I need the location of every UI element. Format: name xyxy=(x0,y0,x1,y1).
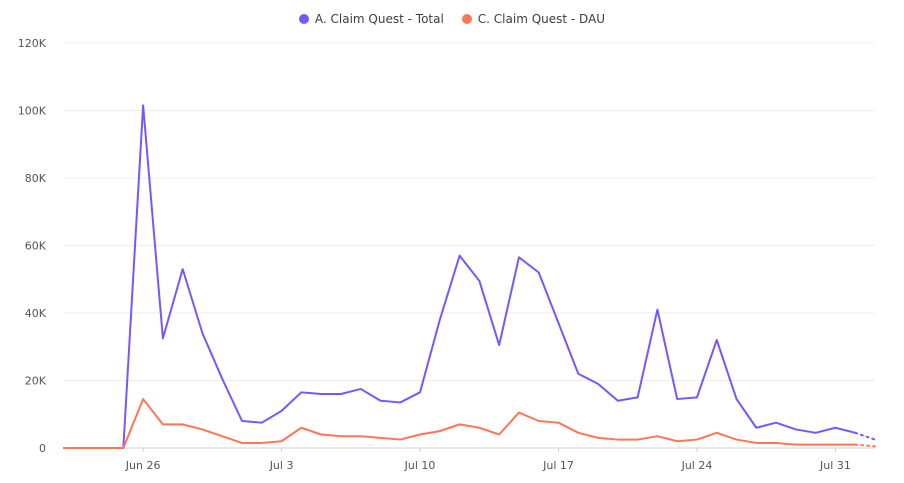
x-tick-label: Jul 17 xyxy=(542,459,574,472)
x-tick-label: Jul 24 xyxy=(681,459,713,472)
legend-label-dau: C. Claim Quest - DAU xyxy=(477,12,606,26)
x-tick-label: Jul 10 xyxy=(404,459,436,472)
series-line-0 xyxy=(63,104,857,449)
x-tick-label: Jul 31 xyxy=(819,459,851,472)
legend-item-total[interactable]: A. Claim Quest - Total xyxy=(298,12,444,26)
series-incomplete-segment-0 xyxy=(854,431,876,441)
y-tick-label: 100K xyxy=(18,105,47,118)
legend: A. Claim Quest - Total C. Claim Quest - … xyxy=(0,12,904,26)
y-tick-label: 40K xyxy=(25,307,47,320)
series-line-1 xyxy=(63,398,857,449)
y-tick-label: 80K xyxy=(25,172,47,185)
y-tick-label: 60K xyxy=(25,240,47,253)
legend-label-total: A. Claim Quest - Total xyxy=(314,12,444,26)
legend-swatch-total xyxy=(298,14,309,24)
legend-item-dau[interactable]: C. Claim Quest - DAU xyxy=(461,12,606,26)
legend-swatch-dau xyxy=(461,14,472,24)
x-tick-label: Jul 3 xyxy=(269,459,294,472)
y-tick-label: 20K xyxy=(25,375,47,388)
series-incomplete-segment-1 xyxy=(854,443,876,448)
y-tick-label: 0 xyxy=(39,442,46,455)
y-tick-label: 120K xyxy=(18,37,47,50)
x-tick-label: Jun 26 xyxy=(125,459,161,472)
